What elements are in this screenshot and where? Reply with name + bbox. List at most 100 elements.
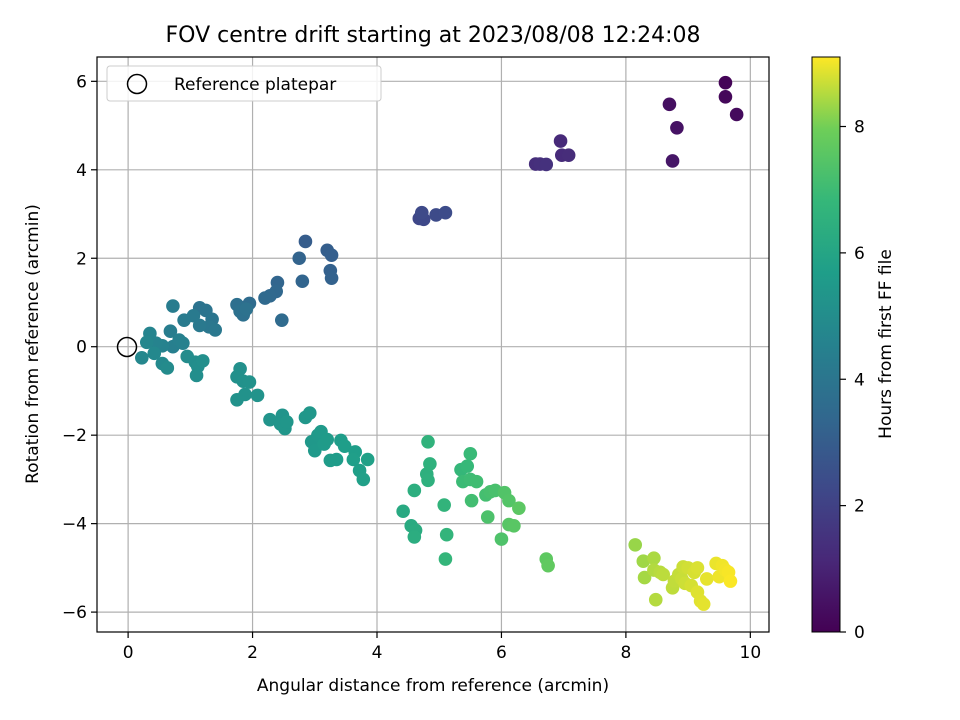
legend: Reference platepar xyxy=(106,65,382,102)
data-point xyxy=(437,498,452,512)
data-point xyxy=(718,75,733,90)
data-point xyxy=(250,388,265,403)
y-tick-label: 2 xyxy=(76,249,87,269)
data-point xyxy=(670,120,684,135)
data-point xyxy=(295,274,310,289)
data-point xyxy=(723,574,738,588)
colorbar-gradient xyxy=(811,56,841,633)
data-point xyxy=(407,530,422,544)
data-point xyxy=(356,472,371,487)
data-point xyxy=(718,90,733,104)
data-point xyxy=(539,157,554,172)
data-point xyxy=(628,538,643,552)
y-tick-label: −6 xyxy=(62,603,87,623)
colorbar-tick-label: 4 xyxy=(854,370,865,390)
data-point xyxy=(662,97,677,112)
colorbar-tick-label: 0 xyxy=(854,623,865,643)
data-point xyxy=(135,350,149,365)
data-point xyxy=(346,452,361,467)
chart-title: FOV centre drift starting at 2023/08/08 … xyxy=(166,23,701,48)
y-tick-label: −4 xyxy=(62,515,87,535)
x-tick-label: 10 xyxy=(740,643,762,663)
data-point xyxy=(439,527,454,542)
grid-lines xyxy=(97,57,769,632)
y-axis-label: Rotation from reference (arcmin) xyxy=(23,204,43,484)
data-point xyxy=(438,205,453,220)
data-point xyxy=(147,346,162,361)
data-point xyxy=(329,452,344,467)
x-tick-label: 4 xyxy=(372,643,383,663)
y-tick-label: −2 xyxy=(62,426,87,446)
data-point xyxy=(324,271,339,285)
data-point xyxy=(160,361,175,375)
data-point xyxy=(502,493,516,508)
data-point xyxy=(637,570,652,585)
x-tick-label: 8 xyxy=(620,643,631,663)
data-point xyxy=(139,335,154,350)
data-point xyxy=(176,336,190,350)
data-point xyxy=(553,134,568,148)
data-point xyxy=(258,291,272,305)
legend-open-circle-icon xyxy=(126,73,148,95)
data-point xyxy=(480,510,495,524)
data-point xyxy=(438,552,453,566)
legend-box xyxy=(106,65,382,102)
data-point xyxy=(360,452,375,467)
data-point xyxy=(324,248,339,262)
data-point xyxy=(729,107,744,122)
legend-label: Reference platepar xyxy=(174,75,336,95)
colorbar-tick-label: 8 xyxy=(854,118,865,138)
data-point xyxy=(665,154,680,168)
data-point xyxy=(279,415,294,429)
data-point xyxy=(648,592,663,607)
x-axis-ticks: 0 2 4 6 8 10 xyxy=(123,632,761,663)
data-point xyxy=(242,375,257,389)
data-point xyxy=(690,561,705,575)
y-tick-label: 0 xyxy=(76,338,87,358)
data-point xyxy=(230,392,244,407)
data-point xyxy=(647,551,661,565)
data-point xyxy=(292,251,307,266)
data-point xyxy=(423,457,437,471)
data-point xyxy=(298,234,313,249)
x-axis-label: Angular distance from reference (arcmin) xyxy=(257,676,609,696)
data-point xyxy=(177,313,191,327)
data-point xyxy=(192,318,207,333)
data-point xyxy=(239,302,254,316)
data-point xyxy=(195,354,210,368)
data-point xyxy=(541,558,555,573)
data-point xyxy=(699,572,714,586)
data-point xyxy=(303,406,317,420)
y-tick-label: 6 xyxy=(76,72,87,92)
data-point xyxy=(415,205,429,220)
data-point xyxy=(636,554,651,569)
data-point xyxy=(561,148,576,162)
data-point xyxy=(337,439,352,454)
data-point xyxy=(407,483,422,498)
x-tick-label: 6 xyxy=(496,643,507,663)
data-point xyxy=(275,313,289,327)
data-point xyxy=(189,368,204,383)
colorbar-tick-label: 6 xyxy=(854,244,865,264)
data-point xyxy=(460,459,475,473)
x-tick-label: 2 xyxy=(247,643,258,663)
data-point xyxy=(507,519,521,533)
reference-platepar-marker xyxy=(116,336,138,358)
data-point xyxy=(512,501,526,515)
data-point xyxy=(463,446,478,461)
data-point xyxy=(494,532,509,546)
data-point xyxy=(263,412,277,427)
data-point xyxy=(163,324,178,339)
data-point xyxy=(208,323,223,337)
y-axis-ticks: −6 −4 −2 0 2 4 6 xyxy=(62,72,97,623)
data-point xyxy=(469,474,484,489)
colorbar-tick-label: 2 xyxy=(854,497,865,517)
colorbar-label: Hours from first FF file xyxy=(876,249,896,439)
y-tick-label: 4 xyxy=(76,161,87,181)
x-tick-label: 0 xyxy=(123,643,134,663)
plot-area-frame xyxy=(96,56,770,633)
data-point xyxy=(421,435,435,449)
colorbar: 0 2 4 6 8 Hours from first FF file xyxy=(811,56,896,643)
data-points xyxy=(135,75,744,611)
